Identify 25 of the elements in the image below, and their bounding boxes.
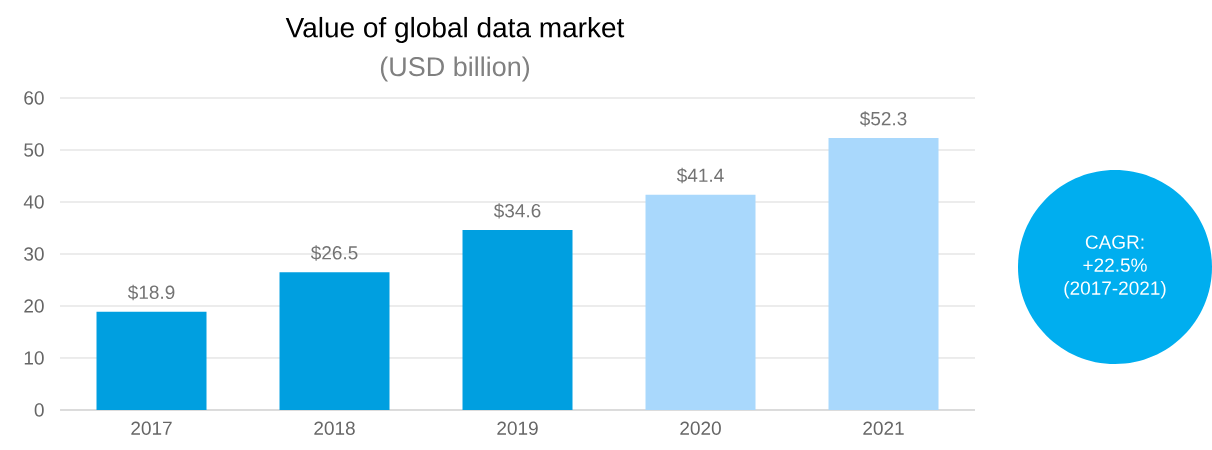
data-label: $26.5 (310, 245, 358, 261)
bar (828, 138, 939, 410)
data-label: $41.4 (676, 167, 724, 184)
x-tick-label: 2017 (131, 421, 172, 435)
bar (279, 272, 390, 410)
x-tick-label: 2019 (497, 421, 538, 435)
data-label: $52.3 (859, 111, 907, 127)
y-tick-label: 20 (24, 299, 44, 313)
y-tick-label: 60 (24, 91, 44, 105)
data-label: $34.6 (493, 203, 541, 219)
y-tick-label: 50 (24, 143, 44, 157)
data-label: $18.9 (127, 284, 175, 301)
text: CAGR: +22.5% (2017-2021) (1064, 235, 1166, 299)
bar (645, 194, 756, 410)
x-tick-label: 2018 (314, 421, 355, 435)
chart-title: Value of global data market (285, 16, 625, 44)
x-tick-label: 2021 (863, 421, 904, 435)
y-tick-label: 10 (24, 351, 44, 365)
y-tick-label: 40 (23, 195, 44, 209)
x-tick-label: 2020 (680, 421, 721, 435)
y-tick-label: 0 (34, 403, 44, 417)
chart-subtitle: (USD billion) (380, 56, 530, 82)
bar (462, 230, 573, 410)
y-tick-label: 30 (24, 247, 44, 261)
bar (96, 311, 207, 410)
